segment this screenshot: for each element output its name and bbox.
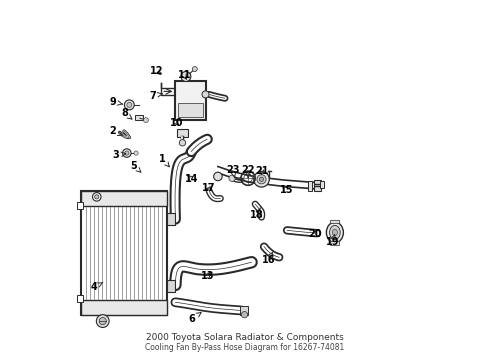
Bar bbox=[329, 241, 339, 244]
Text: 14: 14 bbox=[185, 174, 199, 184]
Text: 20: 20 bbox=[307, 229, 321, 239]
Circle shape bbox=[253, 171, 269, 187]
Circle shape bbox=[143, 118, 148, 123]
Text: 22: 22 bbox=[241, 165, 254, 178]
Circle shape bbox=[95, 195, 99, 199]
Ellipse shape bbox=[325, 222, 343, 243]
Bar bbox=[77, 202, 82, 209]
Text: 7: 7 bbox=[149, 91, 162, 101]
Text: 12: 12 bbox=[150, 66, 163, 76]
Circle shape bbox=[124, 151, 129, 155]
Bar bbox=[134, 115, 143, 121]
Text: 9: 9 bbox=[110, 97, 122, 107]
Bar bbox=[166, 280, 175, 292]
Circle shape bbox=[92, 193, 101, 201]
Bar bbox=[81, 191, 166, 315]
Text: Cooling Fan By-Pass Hose Diagram for 16267-74081: Cooling Fan By-Pass Hose Diagram for 162… bbox=[144, 343, 344, 352]
Text: 4: 4 bbox=[91, 282, 102, 292]
Bar bbox=[178, 103, 202, 117]
Bar bbox=[166, 213, 175, 225]
Circle shape bbox=[241, 311, 247, 318]
Text: 15: 15 bbox=[279, 185, 292, 195]
Bar bbox=[319, 181, 323, 188]
Text: 6: 6 bbox=[188, 312, 201, 324]
Circle shape bbox=[126, 102, 132, 107]
Circle shape bbox=[96, 315, 109, 328]
Text: 2000 Toyota Solara Radiator & Components: 2000 Toyota Solara Radiator & Components bbox=[145, 333, 343, 342]
Circle shape bbox=[134, 151, 138, 155]
Text: 23: 23 bbox=[226, 165, 240, 178]
Circle shape bbox=[256, 175, 265, 184]
Text: 18: 18 bbox=[249, 208, 263, 220]
Bar bbox=[240, 306, 247, 315]
Circle shape bbox=[192, 67, 197, 72]
Circle shape bbox=[179, 140, 185, 146]
Text: 1: 1 bbox=[159, 154, 169, 167]
Text: 21: 21 bbox=[254, 166, 268, 176]
Ellipse shape bbox=[332, 229, 337, 236]
Circle shape bbox=[213, 172, 222, 181]
Bar bbox=[307, 181, 311, 191]
Text: 16: 16 bbox=[261, 252, 275, 265]
Text: 11: 11 bbox=[177, 71, 191, 80]
Text: 5: 5 bbox=[130, 161, 141, 172]
Circle shape bbox=[202, 91, 209, 98]
Text: 19: 19 bbox=[325, 234, 339, 247]
Circle shape bbox=[124, 100, 134, 110]
Ellipse shape bbox=[329, 225, 340, 239]
Text: 8: 8 bbox=[121, 108, 132, 119]
Text: 3: 3 bbox=[113, 150, 125, 160]
Bar bbox=[81, 191, 166, 206]
Circle shape bbox=[228, 175, 235, 181]
Bar bbox=[177, 129, 187, 137]
Text: 13: 13 bbox=[200, 271, 214, 282]
Bar bbox=[313, 180, 320, 191]
Bar bbox=[81, 300, 166, 315]
Circle shape bbox=[99, 318, 106, 325]
Circle shape bbox=[122, 149, 131, 157]
Text: 10: 10 bbox=[169, 118, 183, 127]
Bar bbox=[77, 295, 82, 302]
Bar bbox=[175, 81, 205, 120]
Circle shape bbox=[181, 72, 190, 81]
Text: 2: 2 bbox=[109, 126, 122, 136]
Text: 17: 17 bbox=[201, 183, 215, 193]
Circle shape bbox=[259, 177, 263, 181]
Bar bbox=[329, 220, 339, 223]
